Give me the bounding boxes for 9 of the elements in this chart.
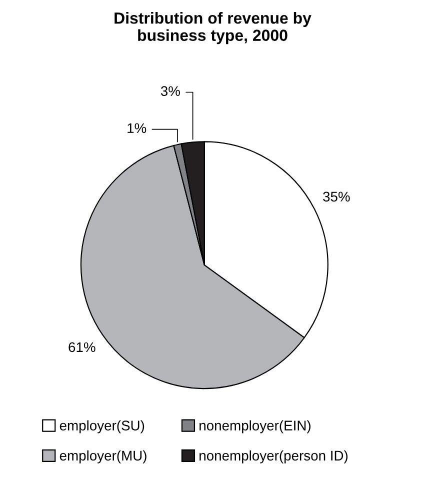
- legend-label: employer(MU): [60, 450, 146, 464]
- data-label: 3%: [160, 86, 180, 96]
- legend-label: nonemployer(EIN): [200, 420, 310, 434]
- legend-label: employer(SU): [60, 420, 144, 434]
- data-label: 1%: [128, 123, 146, 133]
- chart-title: Distribution of revenue by business type, 2000: [114, 12, 312, 44]
- data-label: 61%: [68, 342, 96, 352]
- legend-label: nonemployer(person ID): [200, 450, 348, 464]
- data-label: 35%: [323, 192, 350, 202]
